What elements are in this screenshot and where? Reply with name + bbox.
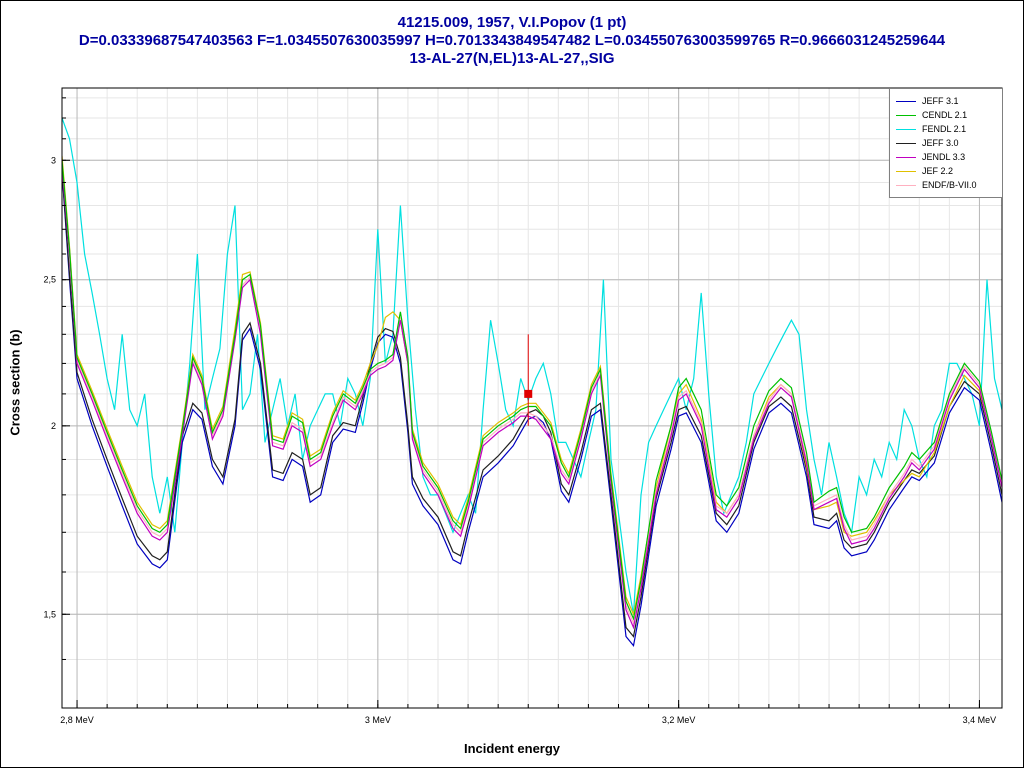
chart-title-line1: 41215.009, 1957, V.I.Popov (1 pt) (397, 14, 627, 31)
chart-title-line2: D=0.03339687547403563 F=1.03455076300359… (78, 32, 946, 49)
grid-layer (62, 88, 1002, 709)
x-axis-title: Incident energy (463, 741, 561, 756)
y-tick-label: 2 (51, 421, 56, 431)
series-line-fendl-2-1 (62, 117, 1002, 615)
legend-item: JEF 2.2 (890, 165, 1002, 178)
x-tick-label: 3 MeV (365, 715, 391, 725)
legend-item: JENDL 3.3 (890, 151, 1002, 164)
legend-label: FENDL 2.1 (922, 124, 967, 134)
y-axis-title: Cross section (b) (7, 329, 23, 436)
series-line-jendl-3-3 (62, 166, 1002, 630)
legend-label: CENDL 2.1 (922, 110, 968, 120)
experimental-data-point (524, 389, 533, 398)
series-line-jef-2-2 (62, 155, 1002, 617)
tick-layer: 2,8 MeV 3 MeV 3,2 MeV 3,4 MeV 1,5 2 2,5 3 (43, 97, 997, 725)
legend-swatch (896, 143, 916, 144)
legend-item: JEFF 3.0 (890, 137, 1002, 150)
legend-item: ENDF/B-VII.0 (890, 179, 1002, 192)
x-tick-label: 3,2 MeV (662, 715, 696, 725)
y-tick-label: 2,5 (43, 275, 56, 285)
series-line-jeff-3-0 (62, 169, 1002, 638)
legend-item: JEFF 3.1 (890, 95, 1002, 108)
legend-swatch (896, 101, 916, 102)
legend: JEFF 3.1 CENDL 2.1 FENDL 2.1 JEFF 3.0 JENDL … (889, 88, 1003, 198)
chart-title-line3: 13-AL-27(N,EL)13-AL-27,,SIG (409, 50, 615, 67)
x-tick-label: 3,4 MeV (963, 715, 997, 725)
legend-swatch (896, 171, 916, 172)
legend-label: JEFF 3.1 (922, 96, 959, 106)
legend-label: JEF 2.2 (922, 166, 954, 176)
y-tick-label: 1,5 (43, 609, 56, 619)
chart-title-block: 41215.009, 1957, V.I.Popov (1 pt) D=0.03… (0, 14, 1024, 68)
legend-label: ENDF/B-VII.0 (922, 180, 977, 190)
plot-area-border (61, 87, 1003, 709)
legend-swatch (896, 129, 916, 130)
x-tick-label: 2,8 MeV (60, 715, 94, 725)
series-layer (62, 117, 1002, 647)
experimental-point-layer (524, 334, 533, 426)
series-line-cendl-2-1 (62, 160, 1002, 621)
legend-swatch (896, 185, 916, 186)
y-tick-label: 3 (51, 155, 56, 165)
legend-swatch (896, 157, 916, 158)
series-line-jeff-3-1 (62, 171, 1002, 647)
legend-item: FENDL 2.1 (890, 123, 1002, 136)
legend-label: JENDL 3.3 (922, 152, 966, 162)
legend-label: JEFF 3.0 (922, 138, 959, 148)
legend-swatch (896, 115, 916, 116)
legend-item: CENDL 2.1 (890, 109, 1002, 122)
